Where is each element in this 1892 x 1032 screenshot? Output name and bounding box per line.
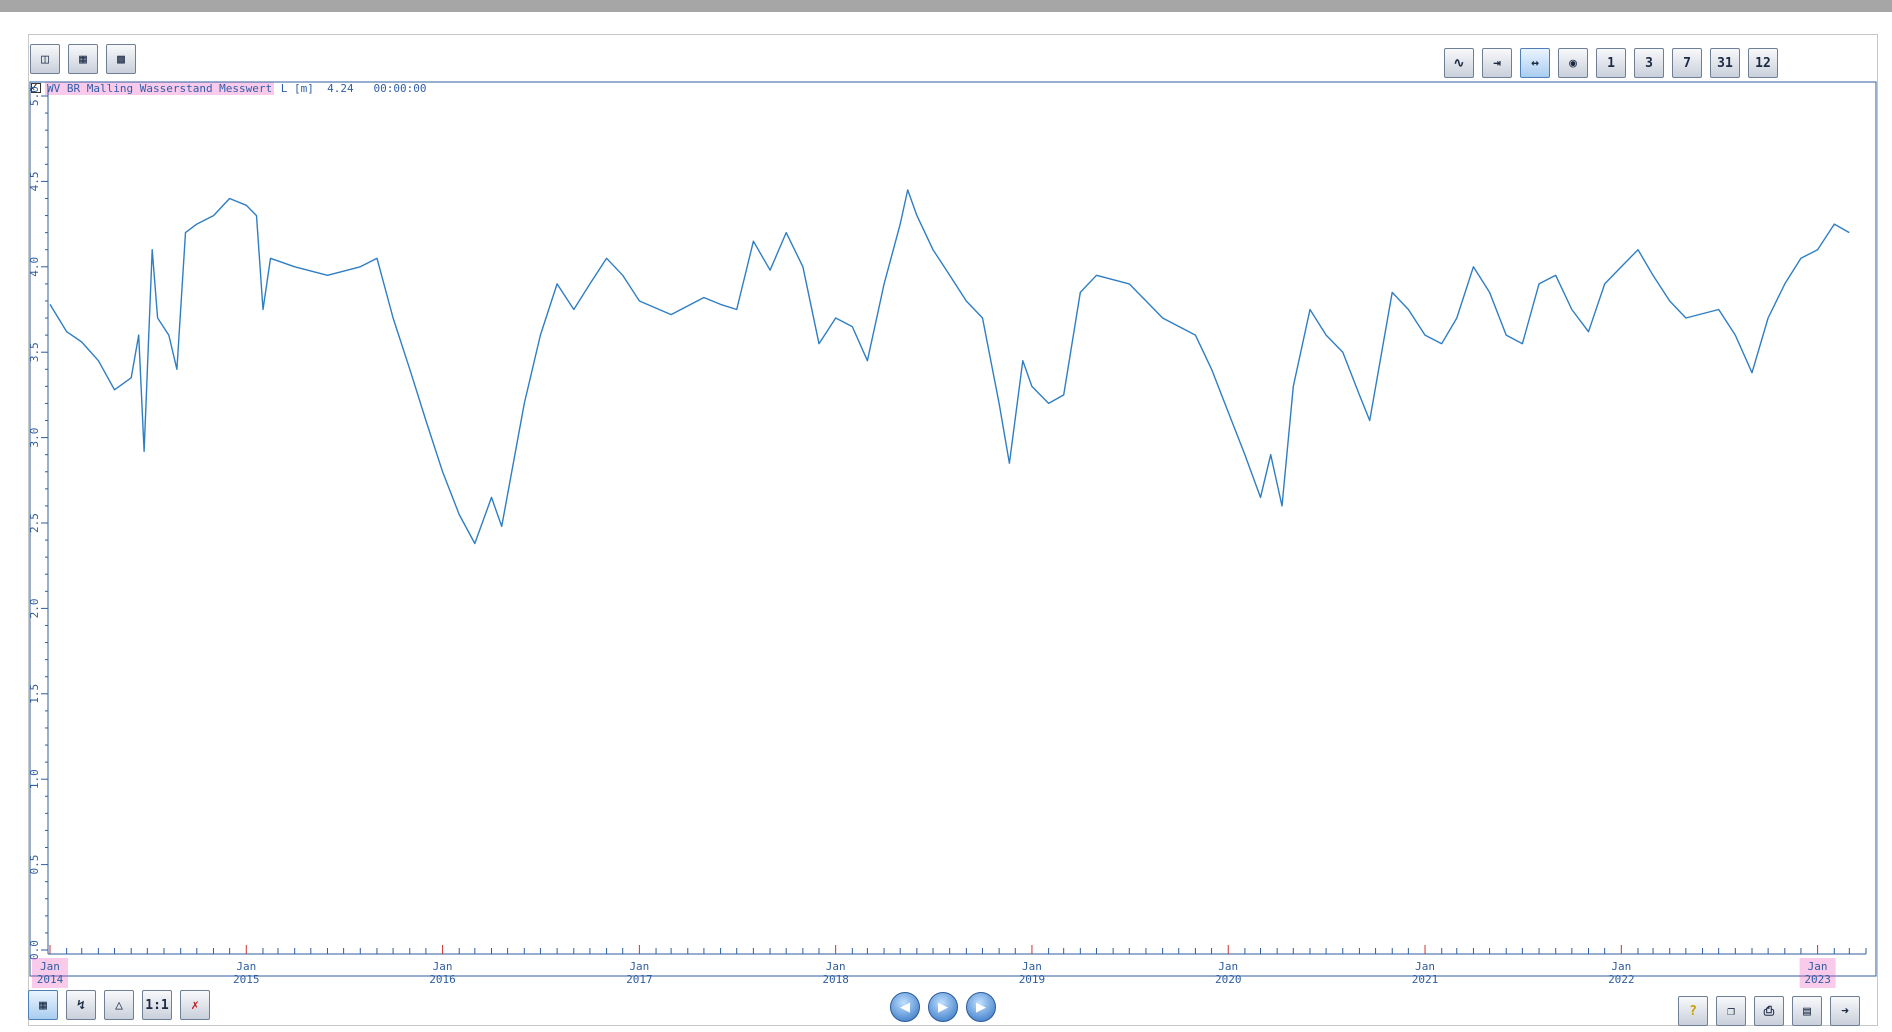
- x-tick-month: Jan: [1218, 960, 1238, 973]
- x-tick-month: Jan: [826, 960, 846, 973]
- range-31-icon[interactable]: 31: [1710, 48, 1740, 78]
- curve-icon[interactable]: ∿: [1444, 48, 1474, 78]
- fit-all-icon[interactable]: ↔: [1520, 48, 1550, 78]
- x-tick-month: Jan: [40, 960, 60, 973]
- map-icon[interactable]: ◫: [30, 44, 60, 74]
- x-tick-year: 2021: [1412, 973, 1439, 986]
- x-tick-year: 2017: [626, 973, 653, 986]
- globe-icon[interactable]: ◉: [1558, 48, 1588, 78]
- x-tick-year: 2019: [1019, 973, 1046, 986]
- legend-series-label: WV BR Malling Wasserstand Messwert: [45, 81, 275, 95]
- x-tick-year: 2022: [1608, 973, 1635, 986]
- y-tick-label: 1.0: [28, 769, 41, 789]
- triangle-icon[interactable]: △: [104, 990, 134, 1020]
- y-tick-label: 1.5: [28, 684, 41, 704]
- x-tick-year: 2016: [429, 973, 456, 986]
- y-tick-label: 0.5: [28, 855, 41, 875]
- chart-table-icon[interactable]: ▦: [68, 44, 98, 74]
- x-tick-month: Jan: [1808, 960, 1828, 973]
- exit-icon[interactable]: ➜: [1830, 996, 1860, 1026]
- y-tick-label: 5.0: [28, 86, 41, 106]
- range-3-icon[interactable]: 3: [1634, 48, 1664, 78]
- x-tick-year: 2020: [1215, 973, 1242, 986]
- copy-icon[interactable]: ❐: [1716, 996, 1746, 1026]
- grid-icon[interactable]: ▦: [28, 990, 58, 1020]
- x-label-highlight: [32, 958, 68, 988]
- y-tick-label: 0.0: [28, 940, 41, 960]
- x-label-highlight: [1799, 958, 1836, 988]
- print-icon[interactable]: ⎙: [1754, 996, 1784, 1026]
- y-tick-label: 3.0: [28, 428, 41, 448]
- x-tick-year: 2014: [37, 973, 64, 986]
- x-tick-year: 2015: [233, 973, 260, 986]
- next-icon[interactable]: ▶: [966, 992, 996, 1022]
- series-line: [49, 189, 1850, 545]
- y-tick-label: 2.0: [28, 598, 41, 618]
- x-tick-year: 2023: [1804, 973, 1831, 986]
- x-tick-month: Jan: [1022, 960, 1042, 973]
- y-tick-label: 4.5: [28, 171, 41, 191]
- range-1-icon[interactable]: 1: [1596, 48, 1626, 78]
- chart-export-icon[interactable]: ▩: [106, 44, 136, 74]
- y-tick-label: 2.5: [28, 513, 41, 533]
- chart-window: [28, 34, 1878, 1026]
- x-tick-month: Jan: [433, 960, 453, 973]
- range-7-icon[interactable]: 7: [1672, 48, 1702, 78]
- cursor-icon[interactable]: ↯: [66, 990, 96, 1020]
- x-tick-month: Jan: [1415, 960, 1435, 973]
- help-icon[interactable]: ?: [1678, 996, 1708, 1026]
- save-icon[interactable]: ▤: [1792, 996, 1822, 1026]
- fit-width-icon[interactable]: ⇥: [1482, 48, 1512, 78]
- window-top-band: [0, 0, 1892, 12]
- play-icon[interactable]: ▶: [928, 992, 958, 1022]
- legend-checkbox[interactable]: [31, 80, 41, 93]
- y-tick-label: 4.0: [28, 257, 41, 277]
- legend-unit: L [m]: [280, 81, 314, 95]
- prev-icon[interactable]: ◀: [890, 992, 920, 1022]
- x-tick-year: 2018: [822, 973, 849, 986]
- legend-row: WV BR Malling Wasserstand Messwert L [m]…: [31, 80, 427, 96]
- x-tick-month: Jan: [1611, 960, 1631, 973]
- legend-value: 4.24: [327, 81, 354, 95]
- legend-time: 00:00:00: [373, 81, 427, 95]
- remove-series-icon[interactable]: ✗: [180, 990, 210, 1020]
- scale-1to1-icon[interactable]: 1:1: [142, 990, 172, 1020]
- range-12-icon[interactable]: 12: [1748, 48, 1778, 78]
- y-tick-label: 3.5: [28, 342, 41, 362]
- x-tick-month: Jan: [629, 960, 649, 973]
- x-tick-month: Jan: [236, 960, 256, 973]
- plot-border: [29, 81, 1877, 977]
